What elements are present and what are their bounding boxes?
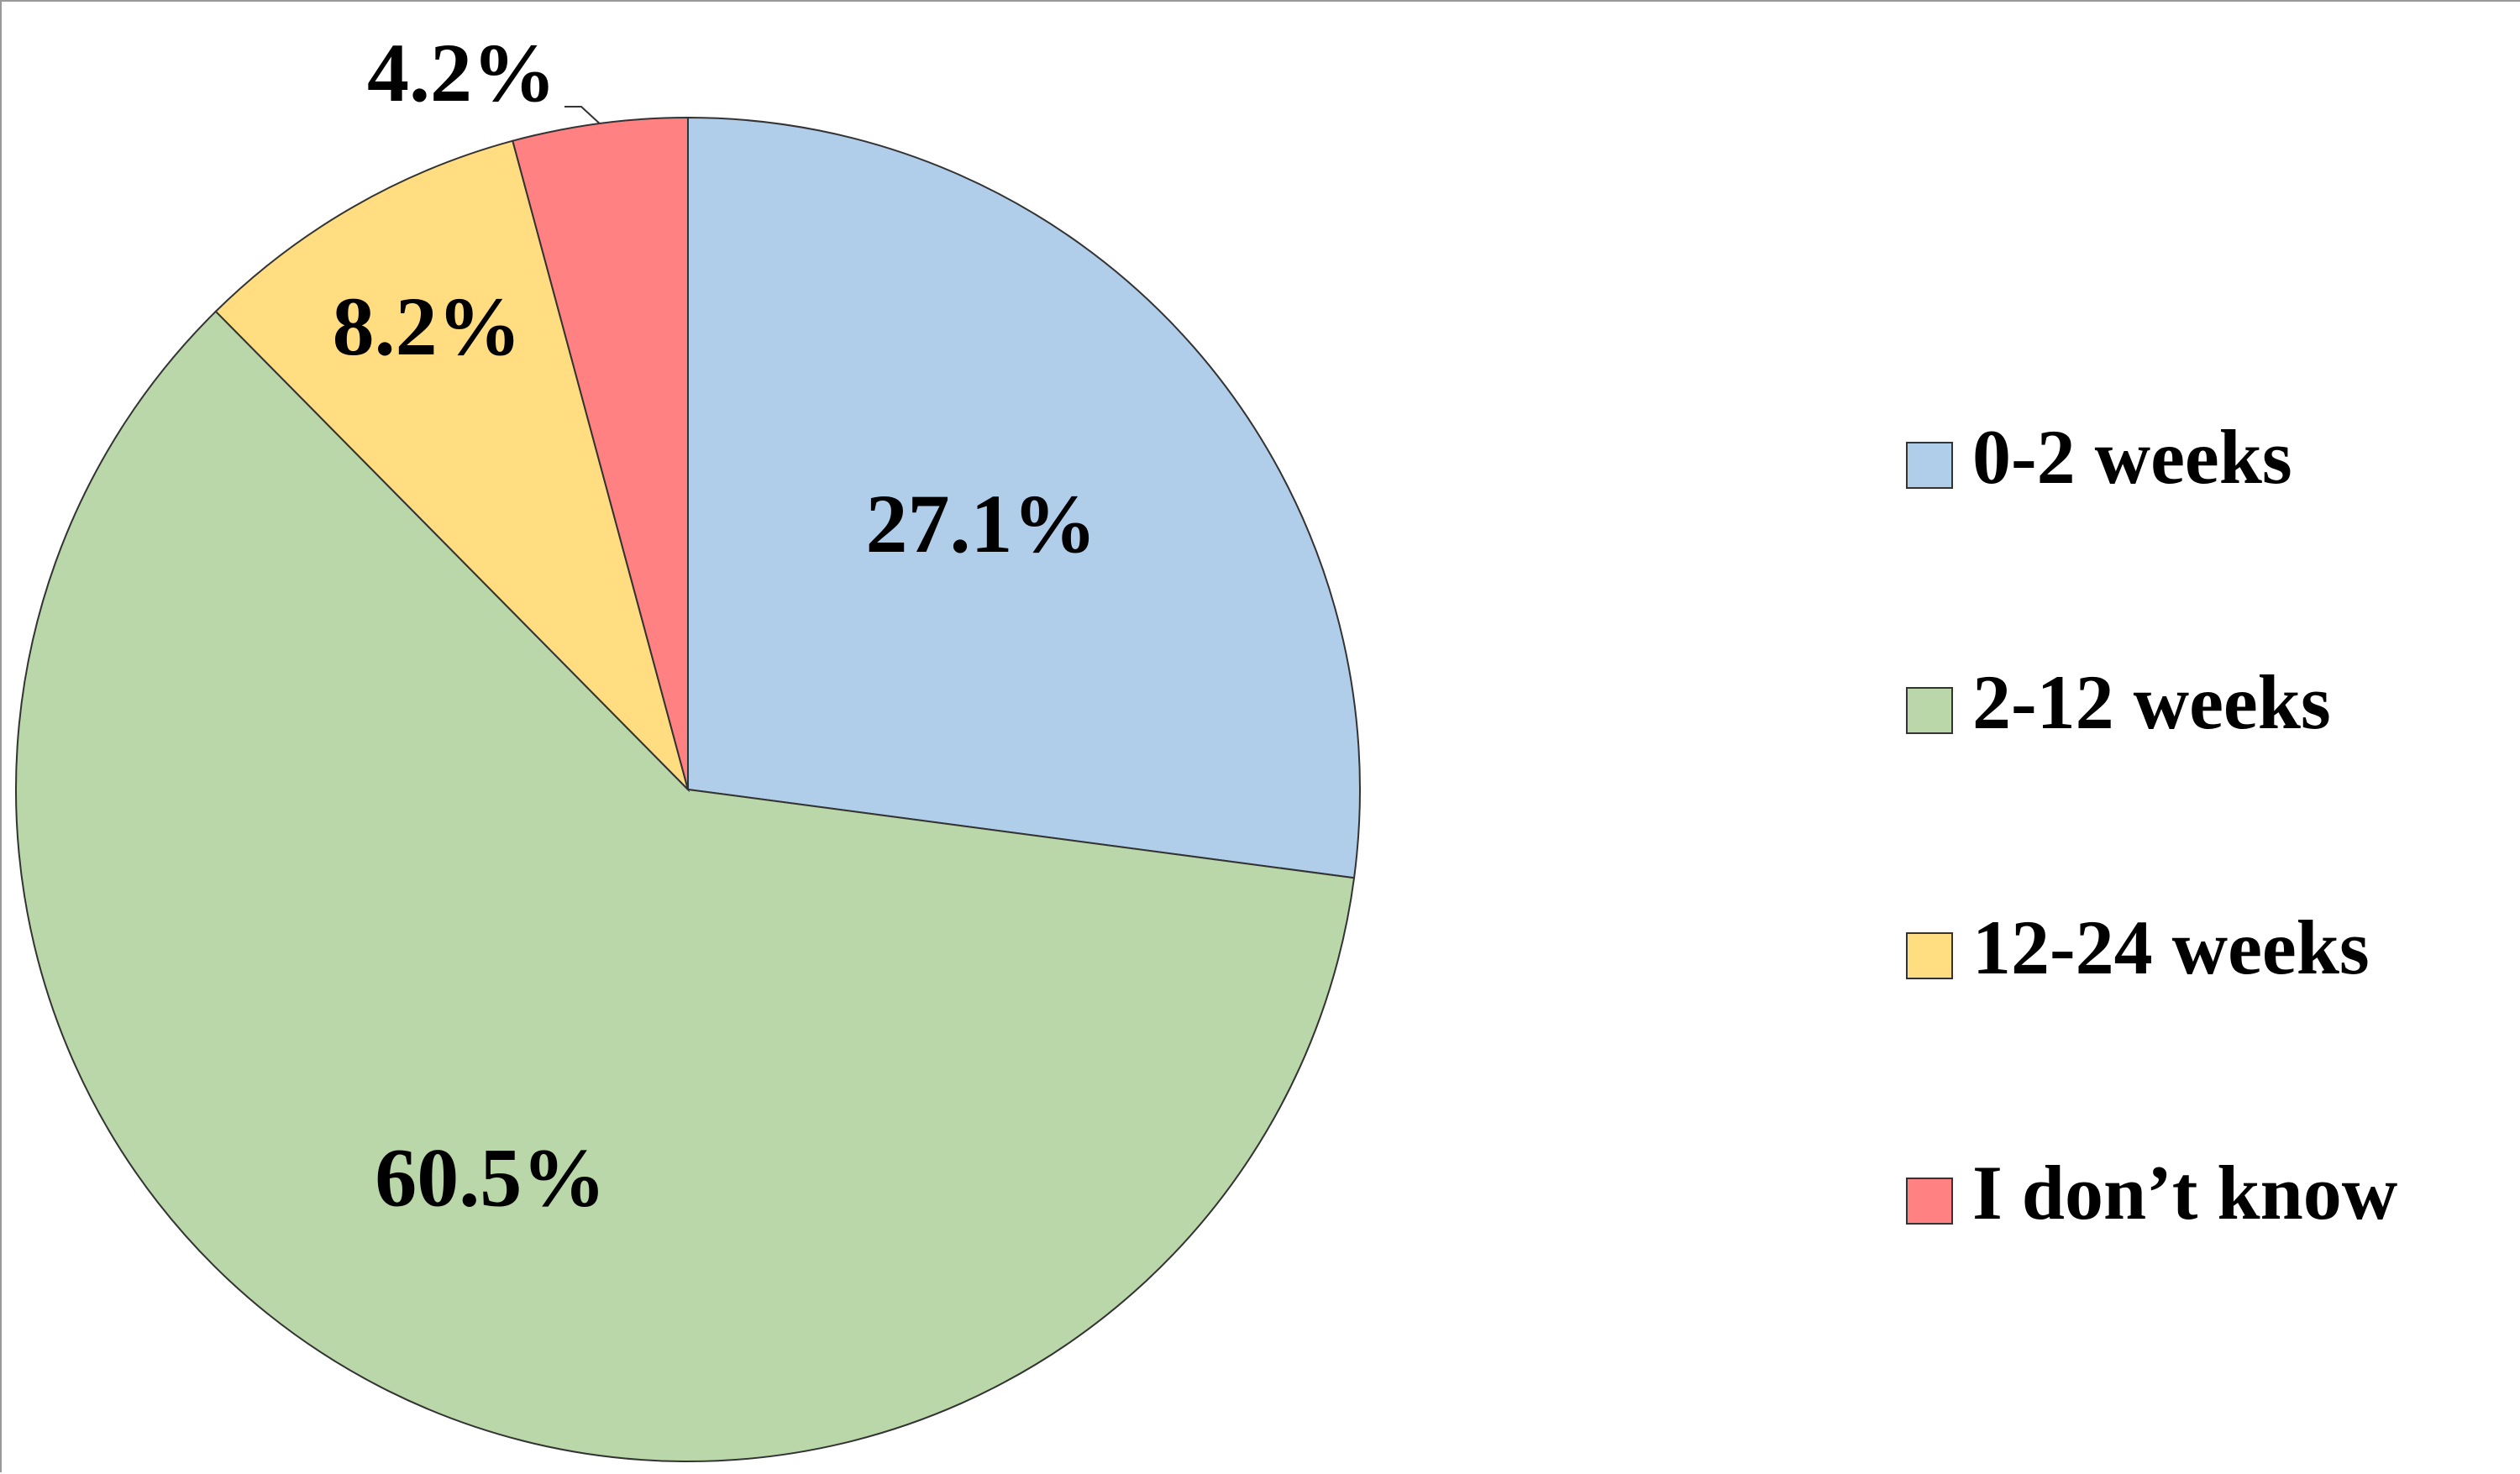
- pie-slice-2-12-weeks: [15, 310, 1356, 1462]
- legend-swatch-12-24-weeks: [1906, 932, 1953, 979]
- data-label-2-12-weeks: 60.5%: [375, 1131, 606, 1225]
- legend-item-12-24-weeks: 12-24 weeks: [1906, 905, 2370, 990]
- legend-label-2-12-weeks: 2-12 weeks: [1972, 659, 2331, 745]
- pie-slice-12-24-weeks: [214, 139, 690, 793]
- legend: 0-2 weeks 2-12 weeks 12-24 weeks I don’t kn…: [1906, 414, 2397, 1235]
- pie-slice-0-2-weeks: [687, 116, 1361, 879]
- data-label-0-2-weeks: 27.1%: [866, 477, 1097, 570]
- pie-slices: [15, 116, 1361, 1462]
- legend-item-0-2-weeks: 0-2 weeks: [1906, 414, 2292, 500]
- legend-label-12-24-weeks: 12-24 weeks: [1972, 905, 2370, 990]
- pie-slice-i-don-t-know: [512, 116, 689, 790]
- legend-swatch-0-2-weeks: [1906, 442, 1953, 489]
- legend-item-i-don-t-know: I don’t know: [1906, 1150, 2397, 1235]
- legend-label-i-don-t-know: I don’t know: [1972, 1150, 2397, 1235]
- legend-swatch-i-don-t-know: [1906, 1178, 1953, 1225]
- leader-line-i-don-t-know: [564, 106, 601, 124]
- legend-label-0-2-weeks: 0-2 weeks: [1972, 414, 2292, 500]
- legend-item-2-12-weeks: 2-12 weeks: [1906, 659, 2331, 745]
- data-label-12-24-weeks: 8.2%: [333, 280, 522, 373]
- legend-swatch-2-12-weeks: [1906, 687, 1953, 734]
- pie-data-labels: 27.1% 60.5% 8.2% 4.2%: [333, 26, 1097, 1225]
- data-label-i-don-t-know: 4.2%: [367, 26, 556, 119]
